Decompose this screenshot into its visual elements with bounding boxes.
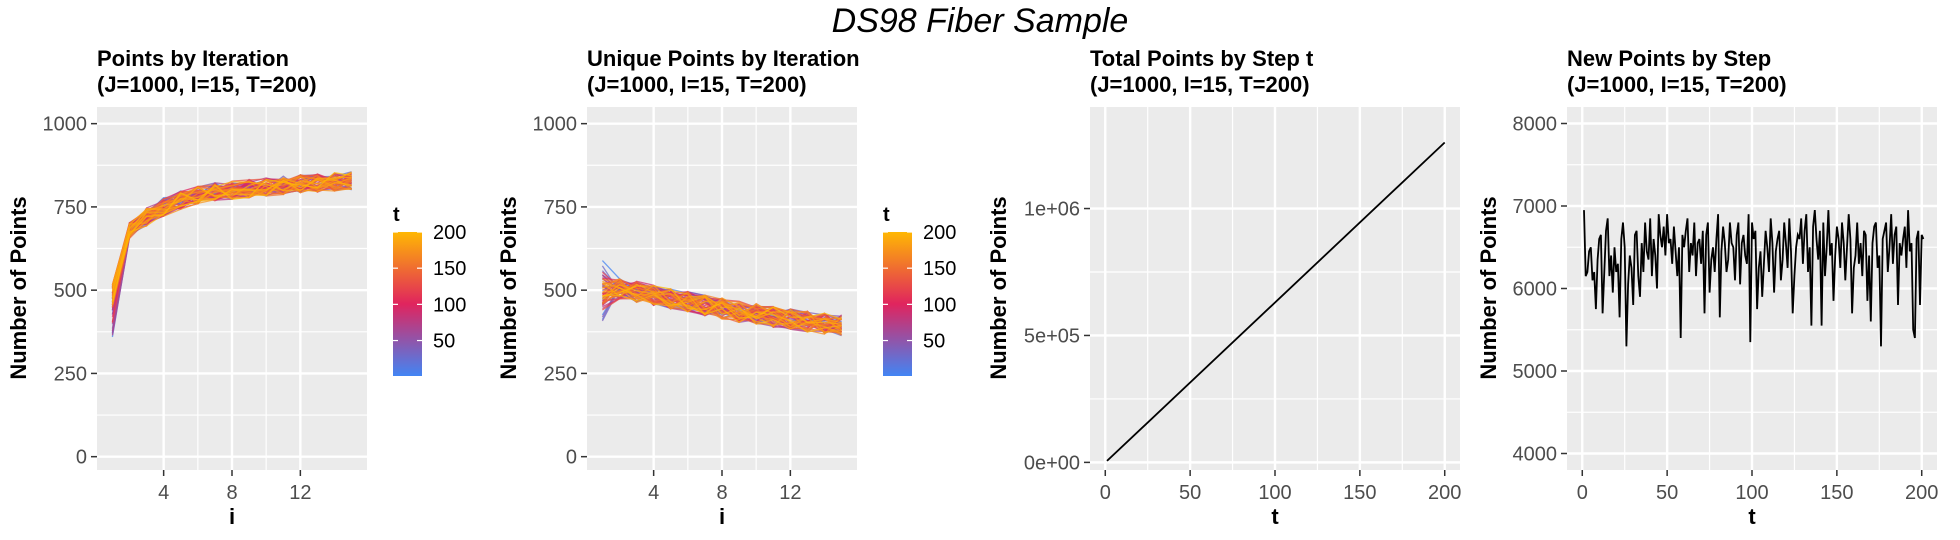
panel-3-title-line2: (J=1000, I=15, T=200): [1090, 72, 1310, 97]
panel-2-legend-label: 200: [923, 222, 956, 244]
panel-1-ytick-label: 0: [76, 447, 87, 469]
panel-2-xtick-label: 12: [779, 482, 801, 504]
panel-3-xlabel: t: [1271, 504, 1279, 529]
panel-4-xtick-label: 200: [1905, 482, 1938, 504]
panel-2-ylabel: Number of Points: [496, 196, 521, 379]
panel-1-xlabel: i: [229, 504, 235, 529]
panel-1-ytick-label: 500: [54, 280, 87, 302]
panel-2-legend-label: 50: [923, 331, 945, 353]
panel-points-by-iteration: Points by Iteration (J=1000, I=15, T=200…: [6, 46, 466, 529]
panel-1-series-line: [111, 179, 352, 298]
panel-4-xlabel: t: [1748, 504, 1756, 529]
panel-3-title-line1: Total Points by Step t: [1090, 46, 1314, 71]
panel-unique-points-by-iteration: Unique Points by Iteration (J=1000, I=15…: [496, 46, 956, 529]
panel-1-ytick-label: 250: [54, 363, 87, 385]
panel-3-xtick-label: 200: [1428, 482, 1461, 504]
panel-1-ytick-label: 1000: [43, 114, 88, 136]
panel-4-xtick-label: 100: [1735, 482, 1768, 504]
panel-2-legend-label: 150: [923, 258, 956, 280]
panel-2-ytick-label: 1000: [533, 114, 578, 136]
panel-4-xtick-label: 0: [1577, 482, 1588, 504]
panel-new-points-by-step: New Points by Step (J=1000, I=15, T=200)…: [1476, 46, 1938, 529]
panel-1-series-line: [111, 180, 352, 307]
panel-4-ytick-label: 4000: [1513, 444, 1558, 466]
panel-4-ytick-label: 7000: [1513, 196, 1558, 218]
panel-2-xtick-label: 8: [716, 482, 727, 504]
panel-1-series-line: [111, 172, 352, 303]
panel-3-ytick-label: 5e+05: [1024, 325, 1080, 347]
panel-4-ytick-label: 6000: [1513, 279, 1558, 301]
panel-3-ytick-label: 0e+00: [1024, 452, 1080, 474]
panel-2-xtick-label: 4: [648, 482, 659, 504]
panel-3-xtick-label: 150: [1343, 482, 1376, 504]
panel-2-series-line: [601, 282, 842, 335]
panel-4-title-line1: New Points by Step: [1567, 46, 1771, 71]
panel-1-xtick-label: 12: [289, 482, 311, 504]
panel-2-legend: t 200 150 100 50: [883, 204, 956, 376]
panel-2-series-line: [602, 294, 842, 333]
panel-3-ytick-label: 1e+06: [1024, 199, 1080, 221]
panel-1-xtick-label: 8: [226, 482, 237, 504]
panel-3-xtick-label: 100: [1258, 482, 1291, 504]
panel-1-title-line1: Points by Iteration: [97, 46, 289, 71]
panel-2-series-line: [602, 283, 842, 330]
panel-2-title-line1: Unique Points by Iteration: [587, 46, 860, 71]
panel-2-ytick-label: 0: [566, 447, 577, 469]
panel-4-ytick-label: 8000: [1513, 114, 1558, 136]
panel-2-ytick-label: 750: [544, 197, 577, 219]
panel-3-xtick-label: 50: [1179, 482, 1201, 504]
panel-1-title-line2: (J=1000, I=15, T=200): [97, 72, 317, 97]
panel-2-series-line: [602, 285, 842, 321]
panel-1-legend-label: 50: [433, 331, 455, 353]
panel-3-ylabel: Number of Points: [986, 196, 1011, 379]
panel-4-plot: 0 50 100 150 200 4000 5000 6000 7000 8000: [1513, 107, 1938, 504]
panel-1-legend-title: t: [393, 204, 400, 226]
panel-4-ylabel: Number of Points: [1476, 196, 1501, 379]
panel-1-xtick-label: 4: [158, 482, 169, 504]
panel-1-legend-label: 150: [433, 258, 466, 280]
panel-4-title-line2: (J=1000, I=15, T=200): [1567, 72, 1787, 97]
panel-3-plot: 0 50 100 150 200 0e+00 5e+05 1e+06: [1024, 107, 1461, 504]
panel-1-series-line: [111, 178, 352, 298]
panel-2-ytick-label: 500: [544, 280, 577, 302]
panel-3-series-line-total: [1106, 141, 1446, 462]
panel-2-series-line: [602, 278, 842, 333]
panel-1-legend-label: 200: [433, 222, 466, 244]
panel-1-legend-label: 100: [433, 294, 466, 316]
panel-4-xtick-label: 50: [1656, 482, 1678, 504]
panel-4-series-line-new: [1583, 210, 1925, 347]
panel-1-ytick-label: 750: [54, 197, 87, 219]
panel-total-points-by-step: Total Points by Step t (J=1000, I=15, T=…: [986, 46, 1461, 529]
panel-1-legend: t 200 150 100 50: [393, 204, 466, 376]
panel-2-legend-title: t: [883, 204, 890, 226]
panel-2-legend-label: 100: [923, 294, 956, 316]
panel-2-ytick-label: 250: [544, 363, 577, 385]
panel-4-xtick-label: 150: [1820, 482, 1853, 504]
panel-2-xlabel: i: [719, 504, 725, 529]
panel-2-title-line2: (J=1000, I=15, T=200): [587, 72, 807, 97]
panel-1-series-line: [111, 179, 352, 292]
panel-4-ytick-label: 5000: [1513, 361, 1558, 383]
panel-1-ylabel: Number of Points: [6, 196, 31, 379]
panel-3-xtick-label: 0: [1100, 482, 1111, 504]
panel-1-plot: 4 8 12 0 250 500 750 1000: [43, 107, 367, 504]
figure-title: DS98 Fiber Sample: [832, 2, 1129, 40]
panel-2-plot: 4 8 12 0 250 500 750 1000: [533, 107, 857, 504]
